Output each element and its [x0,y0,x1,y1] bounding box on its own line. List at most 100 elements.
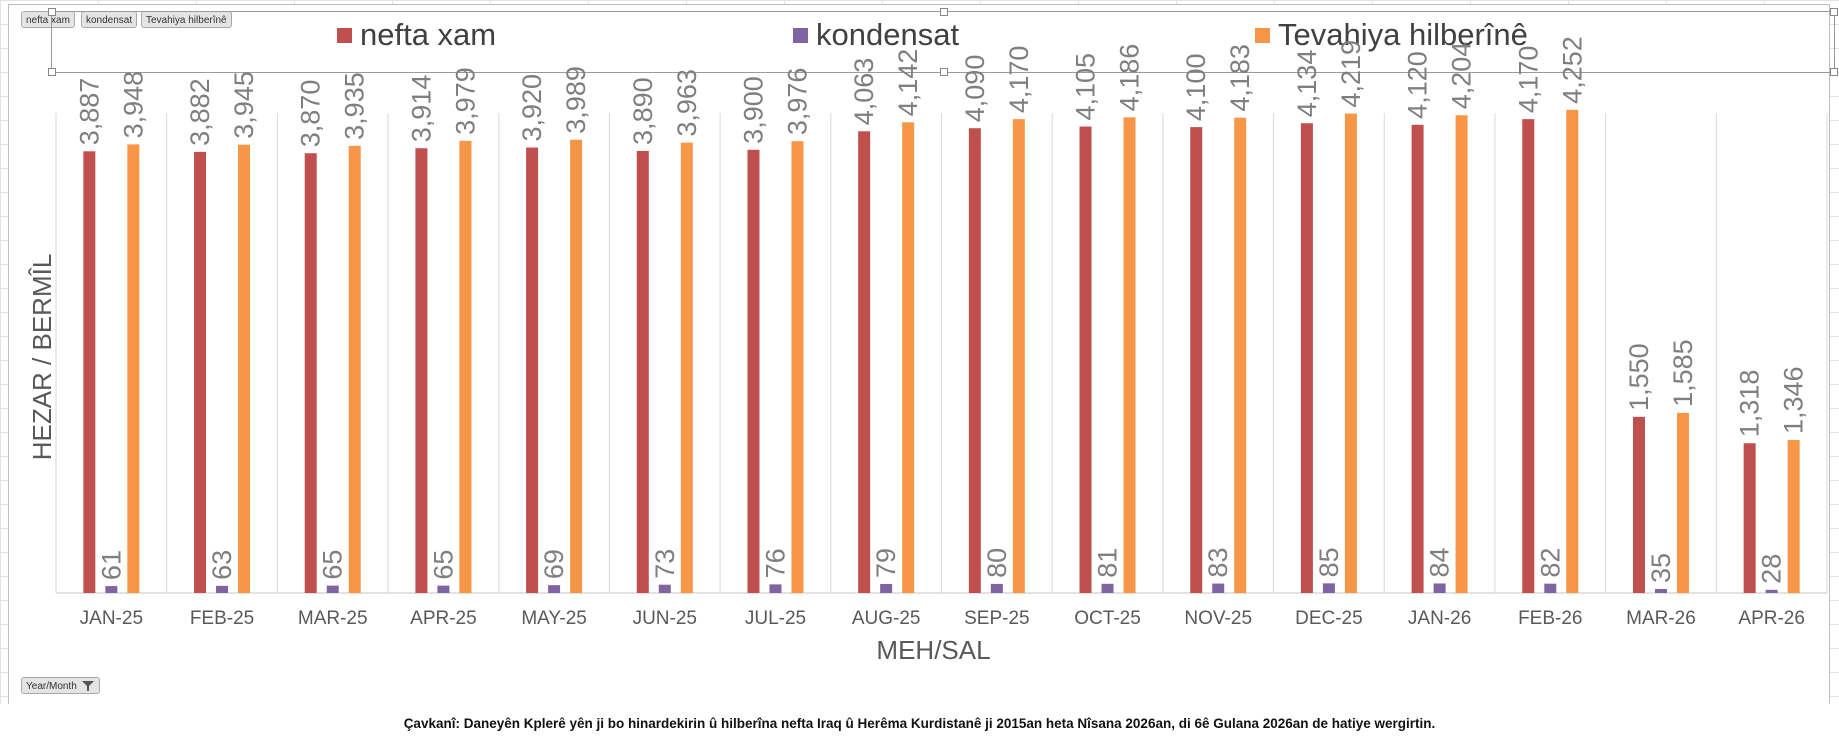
x-tick-label: JUL-25 [745,608,806,629]
bar[interactable] [902,122,915,594]
bar[interactable] [304,153,317,593]
data-label: 73 [650,549,680,579]
chart-area[interactable]: nefta xam kondensat Tevahiya hilberînê n… [8,4,1838,706]
bar[interactable] [238,144,251,594]
bar[interactable] [1455,115,1468,593]
bar[interactable] [83,151,96,593]
bar[interactable] [194,151,207,593]
x-tick-label: OCT-25 [1074,608,1141,629]
bar[interactable] [548,585,561,593]
resize-handle[interactable] [48,68,56,76]
data-label: 3,870 [296,80,326,148]
data-label: 4,170 [1513,46,1543,114]
bar[interactable] [1433,583,1446,593]
data-label: 76 [760,548,790,578]
bar[interactable] [1234,117,1247,593]
bar[interactable] [1300,123,1313,594]
bar[interactable] [526,147,539,593]
x-tick-label: JUN-25 [633,608,697,629]
x-tick-label: JAN-25 [80,608,143,629]
bar[interactable] [990,583,1003,593]
bar[interactable] [1765,589,1778,593]
bar[interactable] [105,586,118,593]
x-tick-label: MAY-25 [521,608,586,629]
source-note: Çavkanî: Daneyên Kplerê yên ji bo hinard… [403,716,1436,731]
bar[interactable] [1522,119,1535,594]
x-tick-label: APR-26 [1738,608,1805,629]
bar[interactable] [747,149,760,593]
bar[interactable] [1676,412,1689,593]
bar[interactable] [1743,443,1756,593]
footer-area [0,704,1839,742]
data-label: 3,920 [517,74,547,142]
data-label: 1,318 [1735,370,1765,438]
bar[interactable] [1544,583,1557,593]
bar[interactable] [1012,119,1025,594]
bar[interactable] [1654,589,1667,593]
axis-field-button-year-month[interactable]: Year/Month [21,677,100,694]
legend-entry-nefta-xam[interactable]: nefta xam [337,17,496,53]
legend-swatch [793,27,808,43]
funnel-icon [81,681,94,691]
bar[interactable] [658,584,671,593]
bar[interactable] [1190,127,1203,593]
bar[interactable] [326,585,339,593]
bar[interactable] [858,131,871,593]
data-label: 3,890 [628,77,658,145]
data-label: 35 [1646,553,1676,583]
resize-handle[interactable] [48,8,56,16]
x-tick-label: JAN-26 [1408,608,1471,629]
bar[interactable] [216,585,229,593]
bar[interactable] [459,140,472,593]
legend-label: nefta xam [360,17,497,52]
legend-entry-tevahiya-hilberine[interactable]: Tevahiya hilberînê [1255,17,1528,53]
field-button-nefta-xam[interactable]: nefta xam [21,11,75,28]
resize-handle[interactable] [940,68,948,76]
bar[interactable] [1123,117,1136,594]
legend-label: Tevahiya hilberînê [1278,17,1528,52]
bar[interactable] [1079,126,1092,593]
resize-handle[interactable] [940,8,948,16]
legend[interactable] [48,8,1838,76]
x-tick-label: FEB-26 [1518,608,1582,629]
bar[interactable] [968,128,981,593]
bar[interactable] [127,144,140,593]
data-label: 85 [1314,547,1344,577]
bar[interactable] [437,585,450,593]
bar[interactable] [1101,583,1114,593]
bar[interactable] [1787,440,1800,593]
bar[interactable] [1566,109,1579,594]
data-label: 1,346 [1779,366,1809,434]
bar[interactable] [680,142,693,593]
x-tick-label: DEC-25 [1295,608,1363,629]
bar[interactable] [880,584,893,593]
data-label: 4,134 [1292,50,1322,118]
data-label: 4,120 [1403,51,1433,119]
bar[interactable] [636,150,649,594]
data-label: 69 [539,549,569,579]
bar[interactable] [1212,583,1225,593]
bar[interactable] [769,584,782,593]
bar[interactable] [1632,416,1645,593]
bar[interactable] [415,148,428,593]
data-label: 3,935 [340,72,370,140]
data-label: 28 [1757,554,1787,584]
data-label: 82 [1535,548,1565,578]
bar[interactable] [348,145,361,593]
bar[interactable] [791,141,804,593]
data-label: 4,219 [1336,40,1366,108]
bar[interactable] [570,139,583,594]
resize-handle[interactable] [1830,8,1838,16]
data-label: 61 [96,550,126,580]
legend-swatch [337,27,352,43]
resize-handle[interactable] [1830,68,1838,76]
bar[interactable] [1322,583,1335,593]
bar[interactable] [1344,113,1357,594]
data-label: 4,105 [1071,53,1101,121]
x-tick-label: APR-25 [410,608,477,629]
axis-field-label: Year/Month [26,681,77,692]
legend-entry-kondensat[interactable]: kondensat [793,17,959,53]
x-tick-label: NOV-25 [1184,608,1252,629]
bar[interactable] [1411,124,1424,594]
y-axis-title: HEZAR / BERMÎL [27,254,57,461]
